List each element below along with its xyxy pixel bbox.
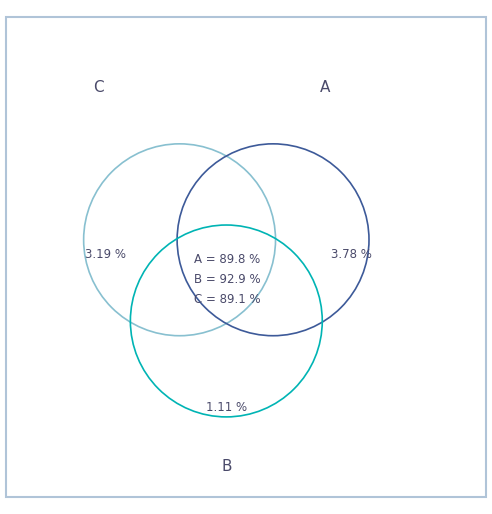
Text: C: C <box>93 80 104 95</box>
Text: 1.11 %: 1.11 % <box>206 400 247 414</box>
Text: 3.78 %: 3.78 % <box>331 248 372 261</box>
Text: B: B <box>221 458 232 473</box>
Text: A: A <box>319 80 330 95</box>
Text: 3.19 %: 3.19 % <box>85 248 126 261</box>
Text: A = 89.8 %
B = 92.9 %
C = 89.1 %: A = 89.8 % B = 92.9 % C = 89.1 % <box>194 253 261 306</box>
